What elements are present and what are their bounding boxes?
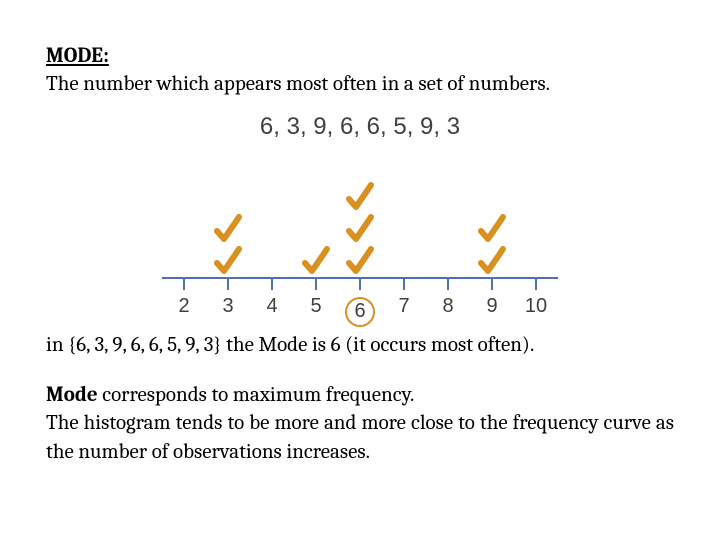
axis-tick — [315, 278, 317, 290]
check-icon — [477, 245, 507, 277]
axis-label: 5 — [310, 295, 321, 318]
axis-tick — [183, 278, 185, 290]
number-line: 2345678910 — [162, 277, 558, 317]
axis-tick — [227, 278, 229, 290]
axis-tick — [491, 278, 493, 290]
check-icon — [213, 245, 243, 277]
axis-tick — [447, 278, 449, 290]
paragraph-frequency: Mode corresponds to maximum frequency. T… — [46, 381, 674, 466]
paragraph-histogram: The histogram tends to be more and more … — [46, 411, 674, 463]
mode-figure: 6, 3, 9, 6, 6, 5, 9, 3 2345678910 — [150, 113, 570, 317]
example-sentence: in {6, 3, 9, 6, 6, 5, 9, 3} the Mode is … — [46, 331, 674, 359]
mode-highlight-circle: 6 — [345, 297, 375, 327]
tally-column — [479, 213, 505, 277]
axis-label: 7 — [398, 295, 409, 318]
axis-label: 2 — [178, 295, 189, 318]
tally-column — [303, 245, 329, 277]
heading-mode: MODE: — [46, 42, 674, 70]
axis-label: 8 — [442, 295, 453, 318]
definition-text: The number which appears most often in a… — [46, 70, 674, 98]
axis-label-mode: 6 — [345, 295, 375, 327]
check-icon — [301, 245, 331, 277]
axis-label: 4 — [266, 295, 277, 318]
tally-column — [215, 213, 241, 277]
tally-area — [162, 147, 558, 277]
check-icon — [345, 213, 375, 245]
dataset-list: 6, 3, 9, 6, 6, 5, 9, 3 — [150, 113, 570, 141]
axis-tick — [271, 278, 273, 290]
check-icon — [477, 213, 507, 245]
check-icon — [345, 181, 375, 213]
check-icon — [213, 213, 243, 245]
page: MODE: The number which appears most ofte… — [0, 0, 720, 466]
axis-tick — [359, 278, 361, 290]
check-icon — [345, 245, 375, 277]
tick-row — [162, 279, 558, 291]
axis-tick — [403, 278, 405, 290]
axis-tick — [535, 278, 537, 290]
tally-column — [347, 181, 373, 277]
mode-bold: Mode — [46, 383, 98, 407]
axis-labels: 2345678910 — [162, 291, 558, 317]
axis-label: 10 — [525, 295, 547, 318]
axis-label: 3 — [222, 295, 233, 318]
axis-label: 9 — [486, 295, 497, 318]
para2-rest: corresponds to maximum frequency. — [98, 383, 415, 407]
